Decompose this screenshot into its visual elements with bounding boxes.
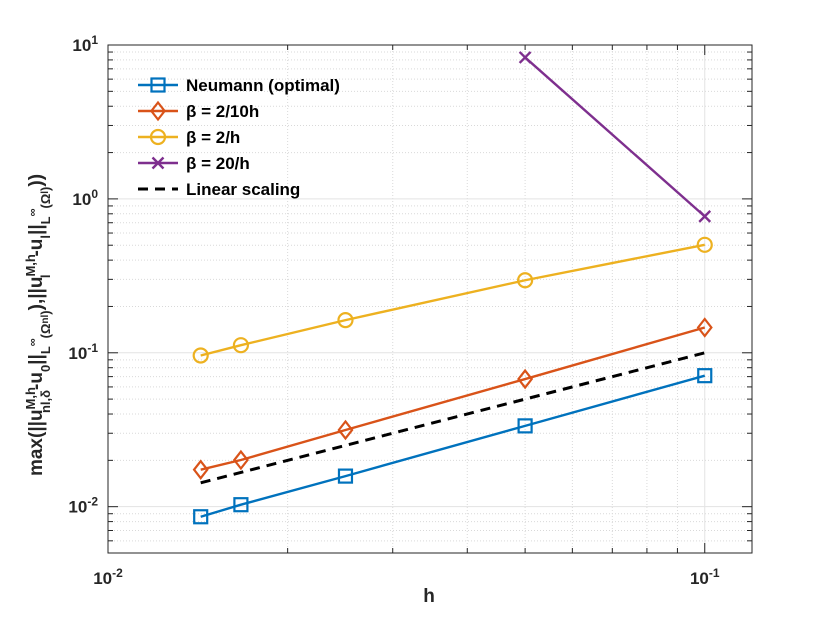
legend-entry-1: Neumann (optimal): [138, 76, 340, 95]
tick-labels: 10-2 10-1 10-2 10-1 100 101: [68, 33, 719, 588]
axes-box: [107, 44, 753, 554]
legend-entry-1-marker: [150, 77, 166, 93]
series-1-point: [517, 418, 533, 434]
legend-entry-2-marker: [149, 100, 167, 122]
legend-entry-2: β = 2/10h: [138, 100, 259, 122]
series-1-point: [233, 497, 249, 513]
y-tick-label: 10-1: [68, 341, 98, 363]
series-4-point: [518, 51, 532, 64]
series-1-point: [337, 468, 354, 484]
series-2: [192, 317, 713, 480]
legend-entry-4-label: β = 20/h: [186, 154, 250, 173]
legend-entry-3-label: β = 2/h: [186, 128, 240, 147]
series-3: [192, 236, 713, 364]
series-3-point: [696, 236, 713, 253]
legend-entry-5: Linear scaling: [138, 180, 300, 199]
series-1-line: [200, 374, 706, 518]
series-2-point: [517, 368, 534, 390]
series-4-line: [524, 56, 706, 218]
minor-grid: [108, 45, 752, 554]
major-grid: [107, 44, 752, 553]
series-4: [518, 51, 712, 223]
legend-entry-4: β = 20/h: [138, 154, 250, 173]
legend: Neumann (optimal) β = 2/10h β = 2/h β = 20/…: [138, 76, 340, 199]
series-2-line: [200, 326, 706, 471]
legend-entry-1-label: Neumann (optimal): [186, 76, 340, 95]
series-2-point: [337, 419, 354, 441]
series-1-point: [193, 509, 209, 525]
x-tick-label: 10-1: [690, 566, 720, 588]
series-3-point: [192, 347, 209, 364]
y-tick-label: 101: [72, 33, 98, 55]
series-4-point: [698, 210, 712, 223]
series-2-point: [192, 459, 209, 480]
series-2-point: [232, 449, 249, 471]
legend-entry-4-marker: [151, 156, 165, 170]
y-axis-label: max(||uM,hnl,δ-u0||L∞(Ωnl)),||uM,hl-ul||…: [23, 174, 53, 476]
x-axis-label: h: [423, 586, 435, 607]
series-5-line: [200, 351, 706, 485]
series-5: [200, 351, 706, 485]
x-tick-label: 10-2: [93, 566, 123, 588]
series-3-line: [200, 243, 705, 357]
series-layer: [192, 51, 713, 525]
axis-ticks: [107, 44, 752, 554]
legend-entry-3: β = 2/h: [138, 128, 240, 147]
series-1-point: [697, 368, 713, 384]
legend-entry-2-label: β = 2/10h: [186, 102, 259, 121]
y-tick-label: 10-2: [68, 495, 98, 517]
legend-entry-5-label: Linear scaling: [186, 180, 300, 199]
series-3-point: [517, 272, 534, 289]
series-3-point: [337, 312, 354, 329]
legend-entry-3-marker: [149, 128, 167, 146]
y-tick-label: 100: [72, 187, 98, 209]
series-1: [193, 368, 713, 525]
series-2-point: [696, 317, 713, 338]
series-3-point: [232, 337, 250, 354]
